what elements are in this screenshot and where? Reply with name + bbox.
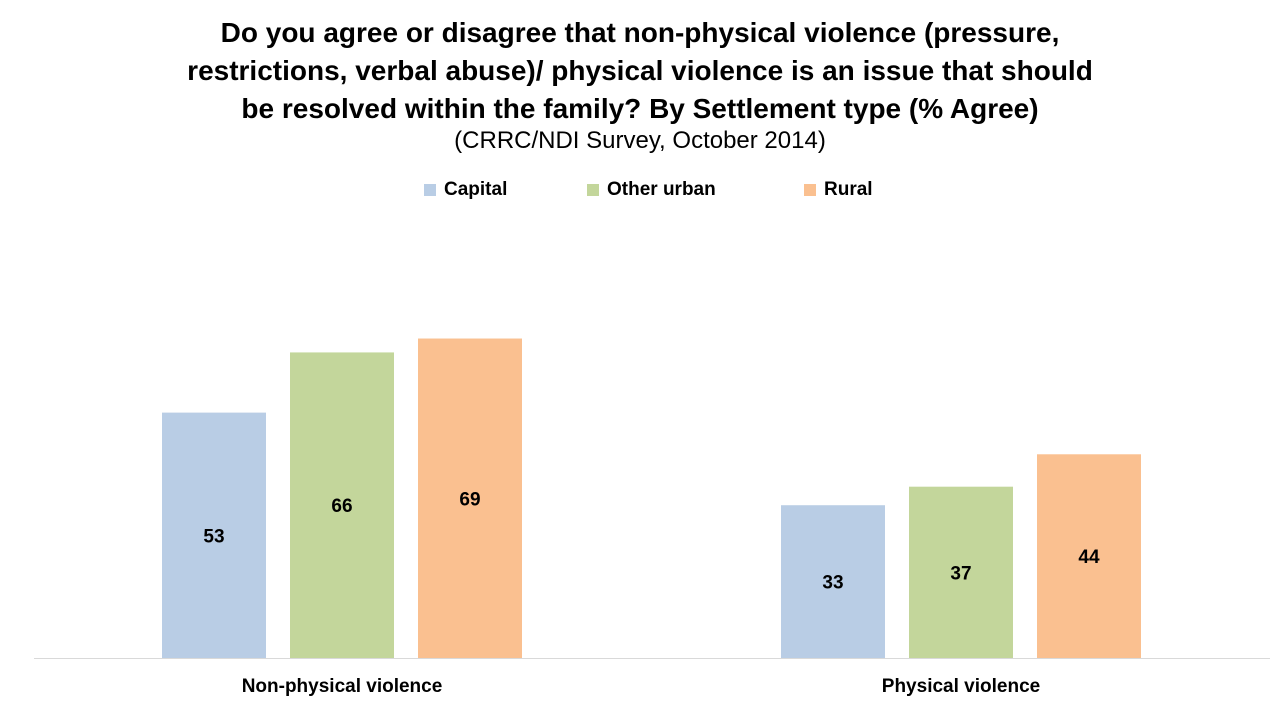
data-label: 53 (203, 526, 224, 547)
data-label: 69 (459, 489, 480, 510)
bar-rural-physical-violence (1037, 454, 1141, 658)
legend-item-rural: Rural (804, 178, 873, 202)
legend-item-capital: Capital (424, 178, 507, 202)
legend-label-other-urban: Other urban (607, 179, 716, 200)
chart-title: Do you agree or disagree that non-physic… (90, 14, 1190, 128)
data-label: 37 (950, 563, 971, 584)
legend-label-capital: Capital (444, 179, 508, 200)
legend-swatch-capital (424, 184, 436, 196)
category-label: Non-physical violence (242, 676, 443, 697)
chart-legend: Capital Other urban Rural (0, 178, 1280, 202)
bar-other-urban-physical-violence (909, 486, 1013, 658)
chart-title-line: Do you agree or disagree that non-physic… (220, 17, 1060, 48)
bar-capital-non-physical-violence (162, 412, 266, 658)
bar-rural-non-physical-violence (418, 338, 522, 658)
data-label: 44 (1078, 547, 1100, 568)
chart-title-line: restrictions, verbal abuse)/ physical vi… (187, 55, 1093, 86)
chart-title-line: be resolved within the family? By Settle… (241, 93, 1039, 124)
chart-subtitle: (CRRC/NDI Survey, October 2014) (454, 127, 826, 154)
legend-item-other-urban: Other urban (587, 178, 716, 202)
bar-capital-physical-violence (781, 505, 885, 658)
legend-swatch-rural (804, 184, 816, 196)
category-label: Physical violence (882, 676, 1040, 697)
legend-label-rural: Rural (824, 179, 873, 200)
data-label: 33 (822, 573, 843, 594)
bar-other-urban-non-physical-violence (290, 352, 394, 658)
legend-swatch-other-urban (587, 184, 599, 196)
data-label: 66 (331, 496, 352, 517)
